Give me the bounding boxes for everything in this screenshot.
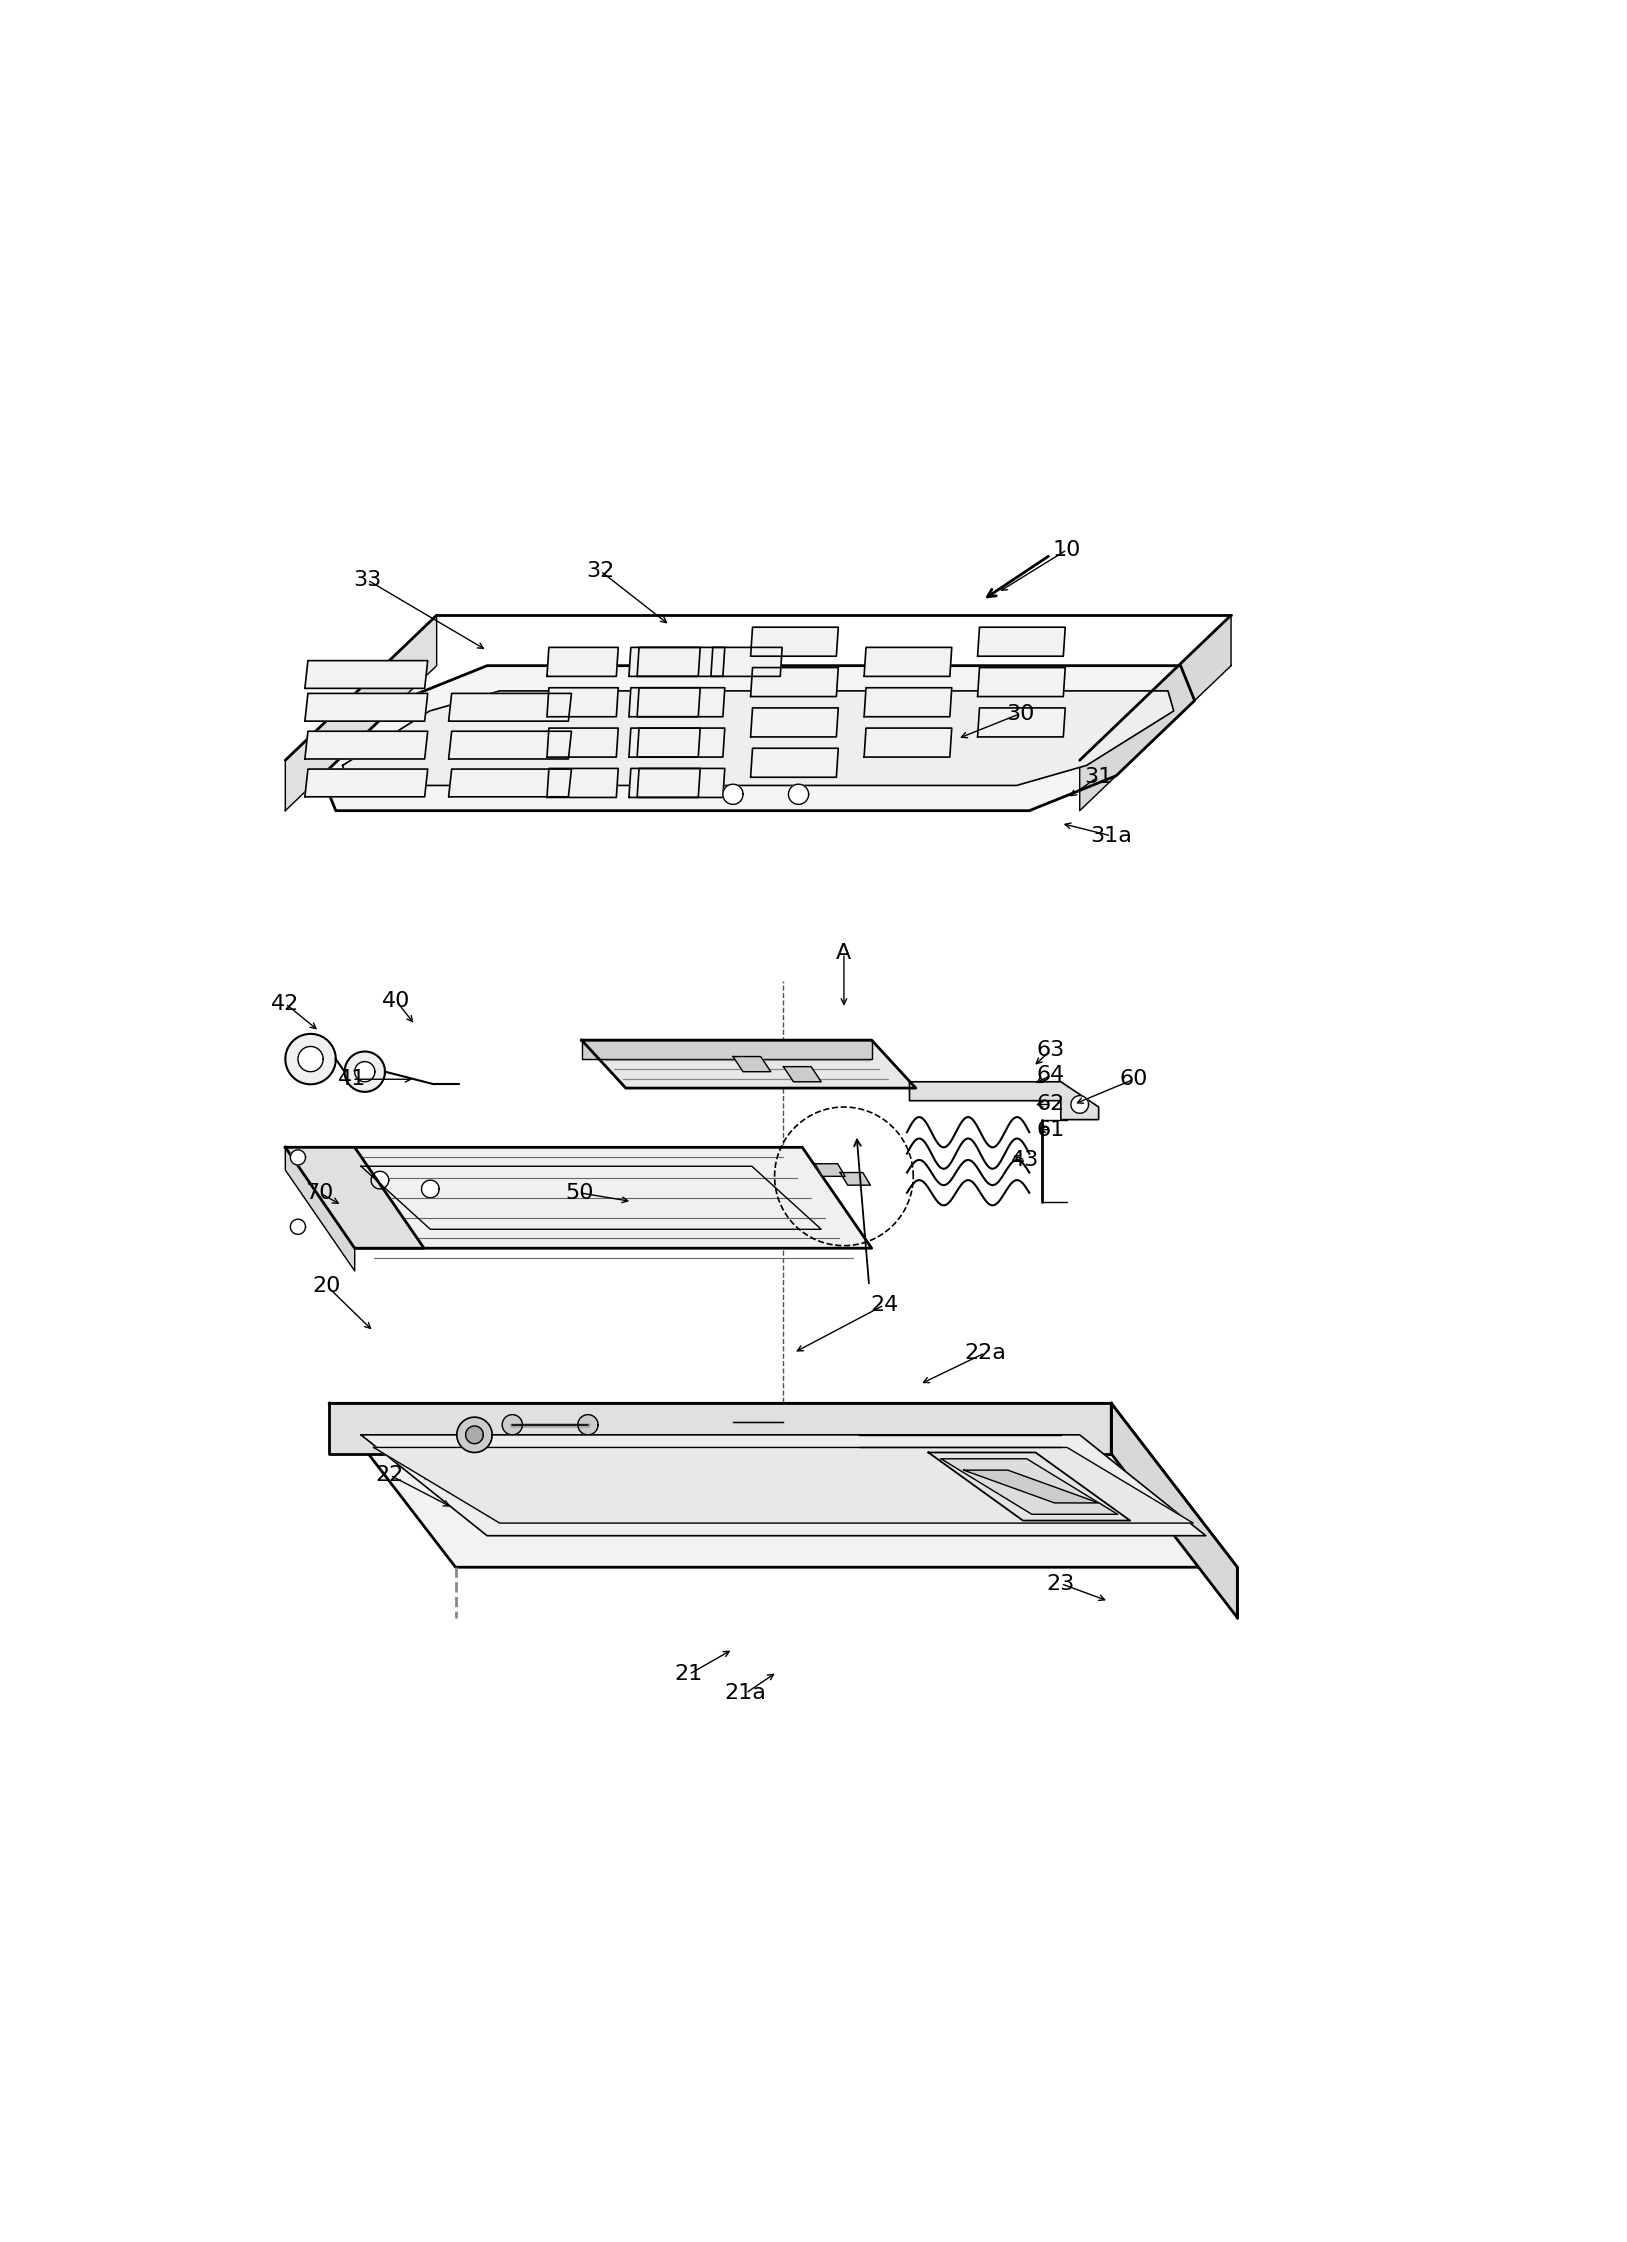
- Text: 43: 43: [1012, 1150, 1040, 1170]
- Text: 31: 31: [1085, 767, 1113, 787]
- Polygon shape: [345, 1051, 386, 1092]
- Polygon shape: [711, 648, 783, 677]
- Text: A: A: [836, 944, 851, 964]
- Polygon shape: [304, 661, 428, 688]
- Text: 31a: 31a: [1090, 825, 1132, 845]
- Polygon shape: [630, 688, 700, 717]
- Polygon shape: [304, 731, 428, 760]
- Text: 60: 60: [1119, 1069, 1149, 1090]
- Polygon shape: [722, 785, 744, 805]
- Polygon shape: [978, 668, 1066, 697]
- Polygon shape: [638, 648, 724, 677]
- Polygon shape: [290, 1150, 306, 1166]
- Text: 32: 32: [586, 560, 615, 581]
- Polygon shape: [329, 1403, 1237, 1567]
- Text: 64: 64: [1036, 1065, 1064, 1085]
- Polygon shape: [304, 769, 428, 796]
- Polygon shape: [750, 708, 838, 738]
- Polygon shape: [355, 1063, 374, 1083]
- Polygon shape: [304, 693, 428, 722]
- Text: 61: 61: [1036, 1119, 1064, 1139]
- Polygon shape: [638, 688, 724, 717]
- Polygon shape: [909, 1083, 1098, 1119]
- Polygon shape: [547, 688, 618, 717]
- Text: 20: 20: [312, 1276, 342, 1296]
- Polygon shape: [371, 1170, 389, 1188]
- Text: 22a: 22a: [965, 1343, 1005, 1363]
- Polygon shape: [750, 749, 838, 778]
- Polygon shape: [503, 1415, 522, 1435]
- Text: 40: 40: [382, 991, 410, 1011]
- Polygon shape: [285, 614, 436, 812]
- Polygon shape: [978, 708, 1066, 738]
- Text: 23: 23: [1046, 1574, 1075, 1594]
- Polygon shape: [547, 769, 618, 798]
- Polygon shape: [285, 1034, 335, 1085]
- Polygon shape: [630, 648, 700, 677]
- Polygon shape: [329, 1403, 1111, 1453]
- Text: 22: 22: [376, 1466, 403, 1484]
- Polygon shape: [1080, 614, 1232, 812]
- Polygon shape: [547, 648, 618, 677]
- Text: 63: 63: [1036, 1040, 1064, 1060]
- Polygon shape: [457, 1417, 491, 1453]
- Text: 42: 42: [272, 993, 299, 1013]
- Polygon shape: [1111, 1403, 1237, 1619]
- Polygon shape: [581, 1040, 916, 1087]
- Polygon shape: [343, 691, 1173, 785]
- Polygon shape: [449, 693, 571, 722]
- Polygon shape: [547, 729, 618, 758]
- Text: 10: 10: [1053, 540, 1082, 560]
- Text: 50: 50: [565, 1184, 594, 1202]
- Polygon shape: [864, 688, 952, 717]
- Text: 21: 21: [675, 1664, 703, 1684]
- Polygon shape: [449, 769, 571, 796]
- Polygon shape: [750, 628, 838, 657]
- Polygon shape: [929, 1453, 1131, 1520]
- Polygon shape: [783, 1067, 822, 1083]
- Polygon shape: [963, 1471, 1098, 1502]
- Text: 21a: 21a: [724, 1684, 766, 1704]
- Polygon shape: [789, 785, 809, 805]
- Polygon shape: [630, 769, 700, 798]
- Polygon shape: [978, 628, 1066, 657]
- Polygon shape: [465, 1426, 483, 1444]
- Polygon shape: [750, 668, 838, 697]
- Polygon shape: [638, 729, 724, 758]
- Text: 70: 70: [306, 1184, 334, 1202]
- Polygon shape: [864, 648, 952, 677]
- Polygon shape: [290, 1220, 306, 1235]
- Text: 33: 33: [353, 569, 381, 590]
- Polygon shape: [374, 1448, 1193, 1522]
- Polygon shape: [732, 1056, 771, 1072]
- Polygon shape: [421, 1179, 439, 1197]
- Polygon shape: [630, 729, 700, 758]
- Text: 41: 41: [338, 1069, 366, 1090]
- Polygon shape: [285, 1148, 425, 1249]
- Polygon shape: [638, 769, 724, 798]
- Polygon shape: [815, 1164, 844, 1177]
- Text: 24: 24: [870, 1296, 898, 1316]
- Polygon shape: [285, 1148, 355, 1271]
- Polygon shape: [322, 666, 1194, 812]
- Polygon shape: [449, 731, 571, 760]
- Polygon shape: [581, 1040, 872, 1058]
- Polygon shape: [940, 1460, 1118, 1513]
- Text: 30: 30: [1005, 704, 1035, 724]
- Text: 62: 62: [1036, 1094, 1064, 1114]
- Polygon shape: [285, 1148, 872, 1249]
- Polygon shape: [840, 1173, 870, 1186]
- Polygon shape: [578, 1415, 599, 1435]
- Polygon shape: [1071, 1096, 1088, 1114]
- Polygon shape: [361, 1435, 1206, 1536]
- Polygon shape: [864, 729, 952, 758]
- Polygon shape: [298, 1047, 324, 1072]
